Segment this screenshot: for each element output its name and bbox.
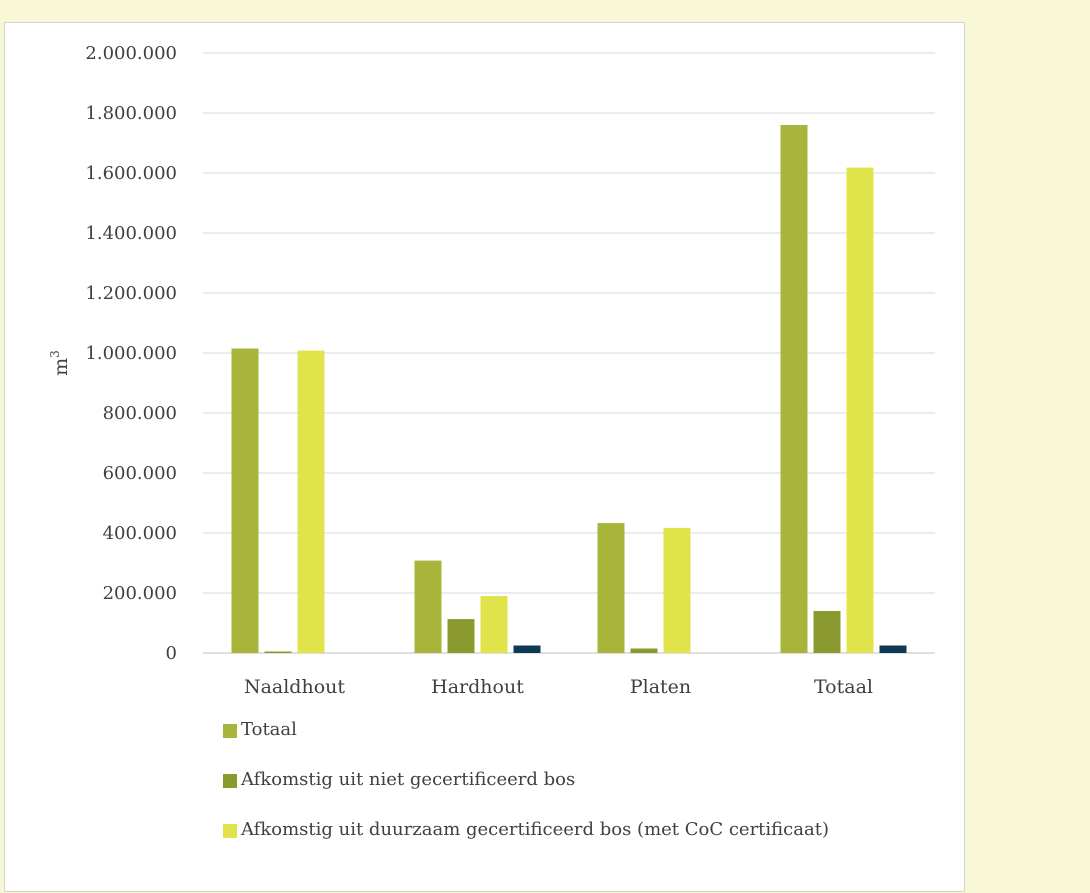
y-tick-labels: 0 200.000 400.000 600.000 800.000 1.000.000 1.… (85, 43, 177, 664)
y-tick-label: 800.000 (103, 403, 177, 424)
bars (231, 125, 907, 653)
x-category-label: Hardhout (431, 676, 524, 698)
y-tick-label: 600.000 (103, 463, 177, 484)
bar-totaal-series-4 (879, 645, 907, 653)
y-axis-title-superscript: 3 (48, 350, 62, 358)
x-category-labels: Naaldhout Hardhout Platen Totaal (244, 676, 873, 698)
bar-platen-series-1 (597, 523, 625, 653)
y-tick-label: 400.000 (103, 523, 177, 544)
y-tick-label: 1.400.000 (85, 223, 177, 244)
bar-chart: 0 200.000 400.000 600.000 800.000 1.000.000 1.… (48, 43, 935, 698)
x-category-label: Totaal (814, 676, 873, 698)
legend-label: Totaal (241, 719, 297, 740)
chart-panel: 0 200.000 400.000 600.000 800.000 1.000.000 1.… (4, 22, 965, 892)
y-axis-title-main: m (50, 358, 72, 376)
legend-swatch (223, 724, 237, 738)
bar-totaal-series-1 (780, 125, 808, 653)
bar-hardhout-series-3 (480, 596, 508, 653)
bar-naaldhout-series-1 (231, 348, 259, 653)
bar-hardhout-series-1 (414, 560, 442, 653)
gridlines (203, 52, 935, 654)
legend-label: Afkomstig uit niet gecertificeerd bos (241, 769, 576, 790)
bar-totaal-series-2 (813, 611, 841, 653)
x-category-label: Naaldhout (244, 676, 345, 698)
y-tick-label: 0 (166, 643, 177, 664)
legend-item: Afkomstig uit niet gecertificeerd bos (223, 768, 883, 792)
bar-hardhout-series-4 (513, 645, 541, 653)
bar-naaldhout-series-3 (297, 350, 325, 653)
bar-totaal-series-3 (846, 167, 874, 653)
legend-item: Totaal (223, 718, 883, 742)
y-tick-label: 200.000 (103, 583, 177, 604)
bar-platen-series-2 (630, 648, 658, 653)
y-tick-label: 1.800.000 (85, 103, 177, 124)
bar-hardhout-series-2 (447, 619, 475, 653)
legend-item: Afkomstig uit duurzaam gecertificeerd bo… (223, 818, 883, 842)
y-tick-label: 1.000.000 (85, 343, 177, 364)
legend-label: Afkomstig uit duurzaam gecertificeerd bo… (241, 819, 829, 840)
legend-swatch (223, 824, 237, 838)
y-tick-label: 1.200.000 (85, 283, 177, 304)
y-tick-label: 2.000.000 (85, 43, 177, 64)
legend: Totaal Afkomstig uit niet gecertificeerd … (223, 718, 883, 868)
legend-swatch (223, 774, 237, 788)
y-tick-label: 1.600.000 (85, 163, 177, 184)
y-axis-title: m3 (48, 350, 72, 376)
x-category-label: Platen (630, 676, 691, 698)
bar-platen-series-3 (663, 527, 691, 653)
bar-naaldhout-series-2 (264, 651, 292, 653)
